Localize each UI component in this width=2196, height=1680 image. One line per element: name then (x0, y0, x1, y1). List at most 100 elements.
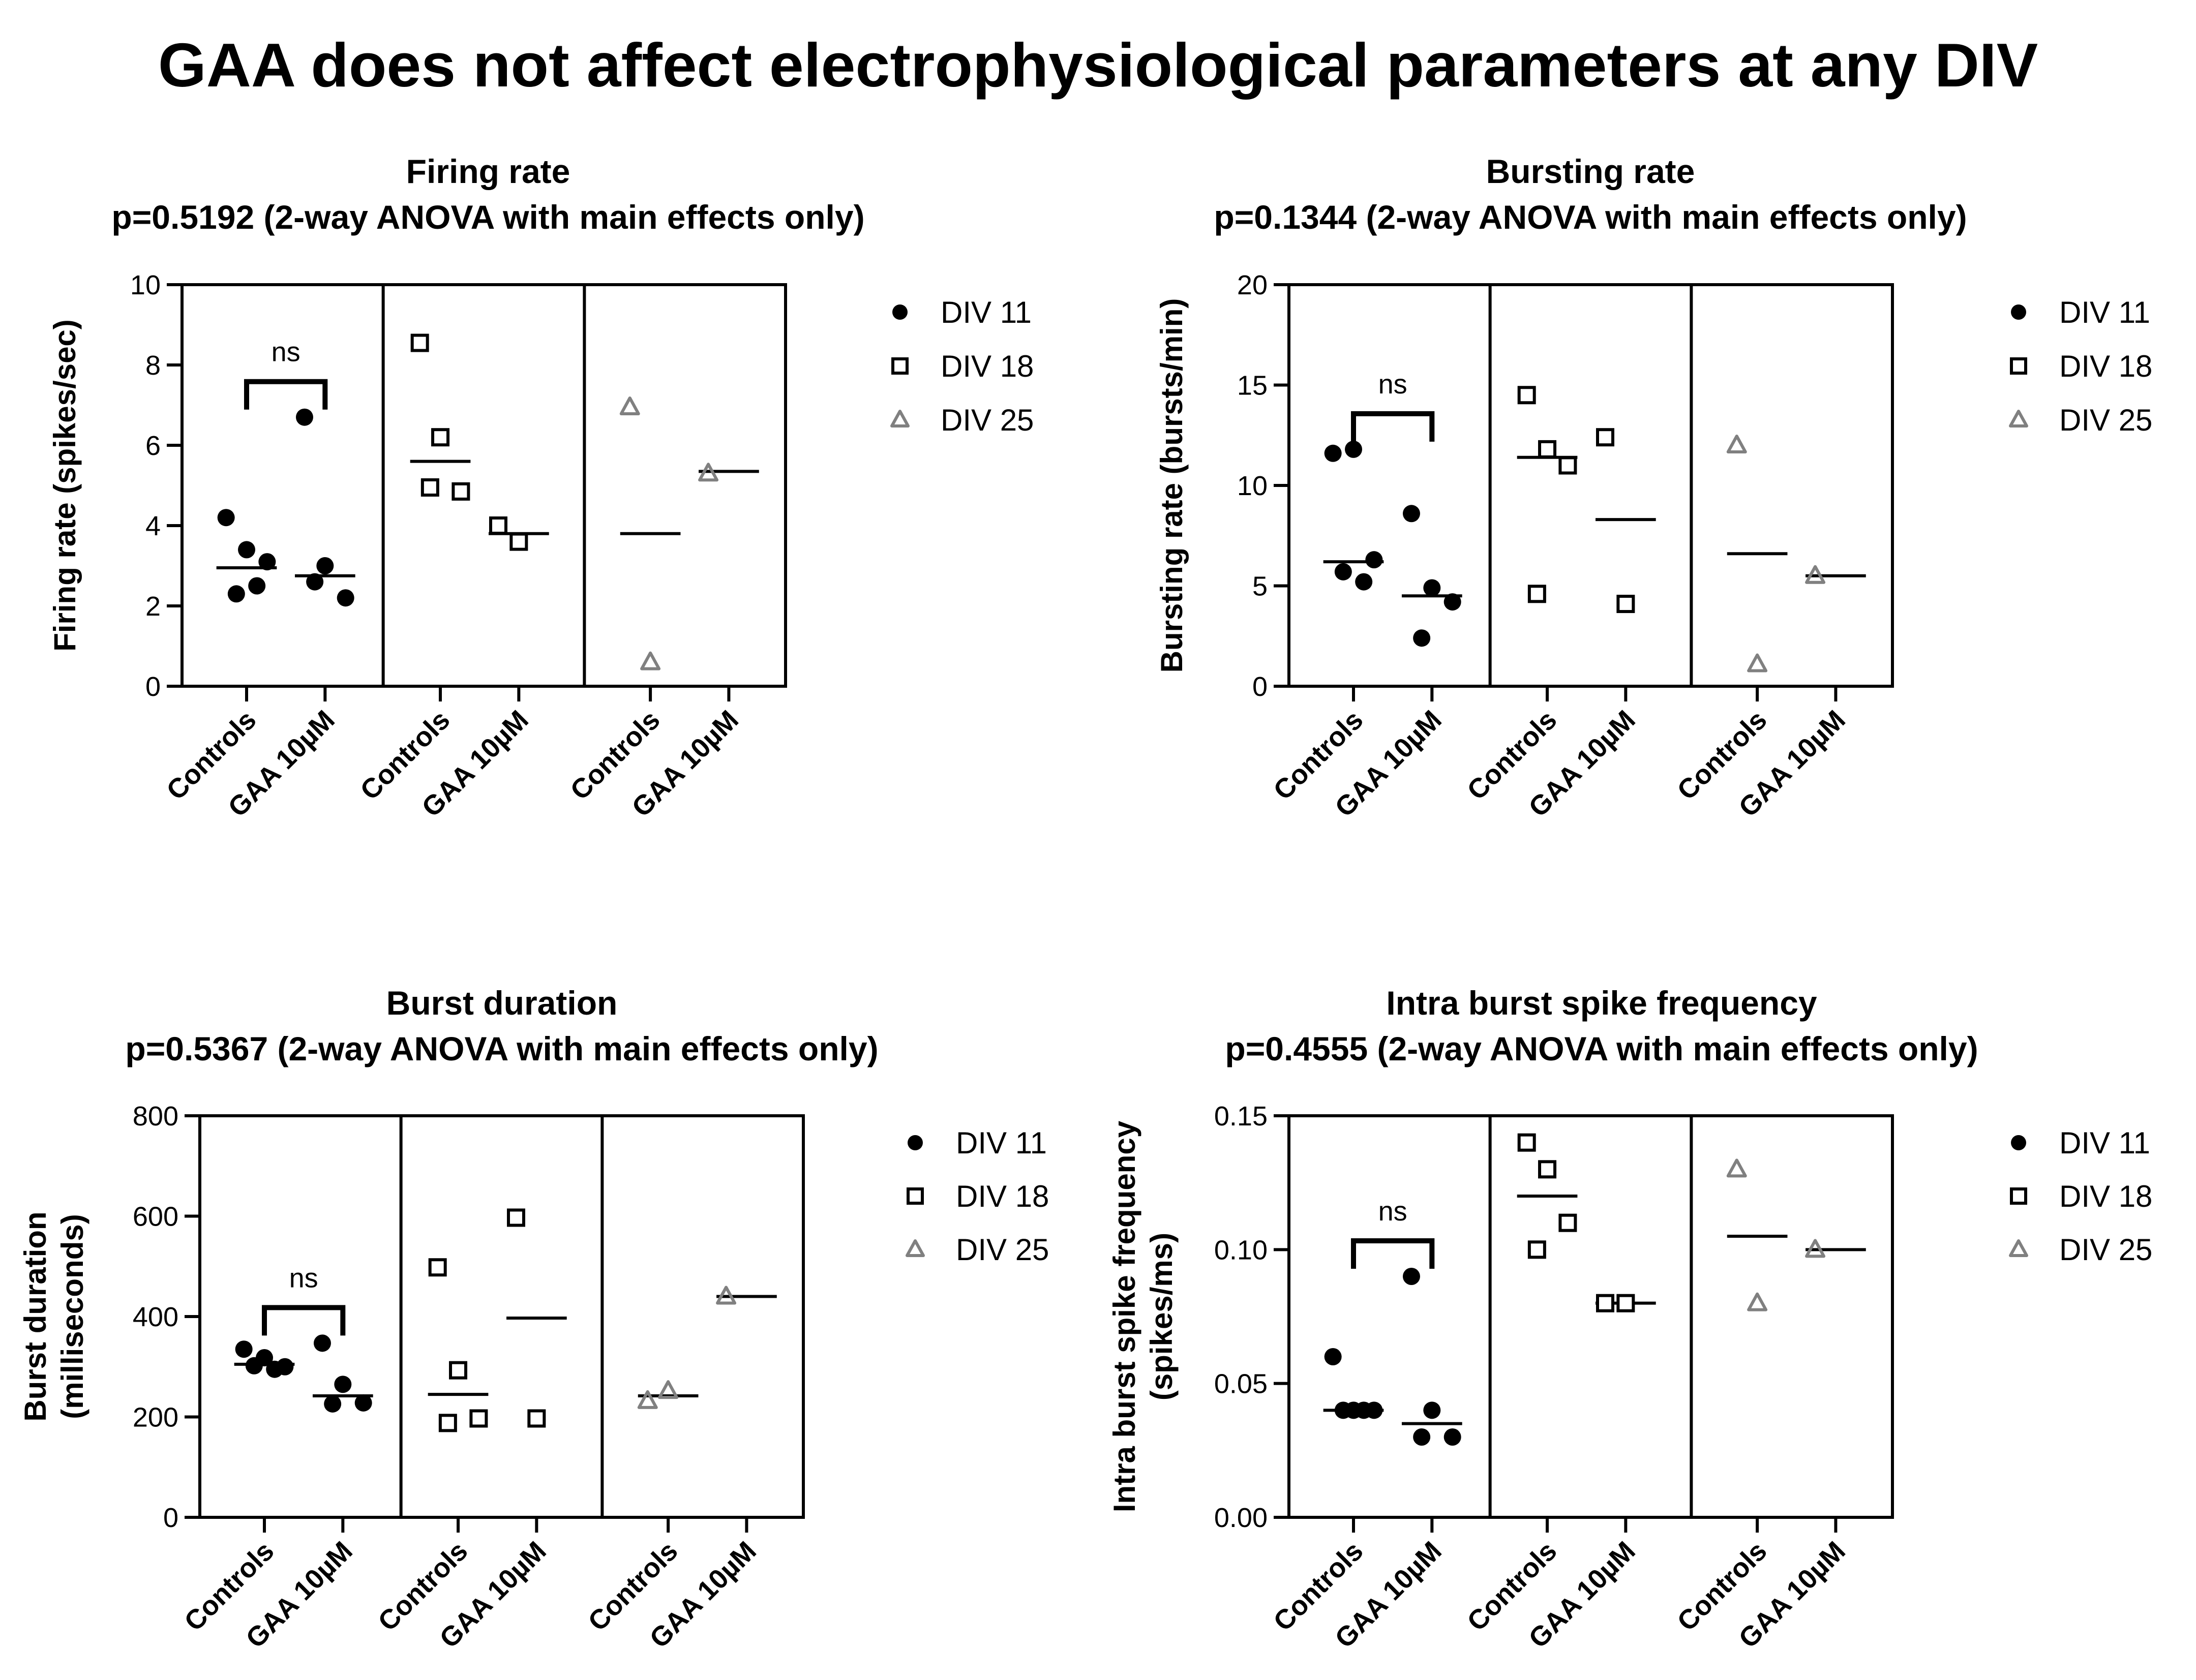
y-tick-label: 800 (133, 1101, 178, 1132)
plot-frame (198, 1114, 805, 1519)
significance-label: ns (1378, 1196, 1407, 1227)
legend-marker-div18 (2010, 1187, 2027, 1205)
significance-label: ns (1378, 369, 1407, 400)
data-point-div18 (509, 532, 528, 551)
data-point-div11 (1443, 1428, 1461, 1446)
significance-label: ns (272, 337, 300, 368)
data-point-div25 (640, 651, 661, 670)
legend-marker-div18 (891, 357, 909, 375)
y-tick-label: 15 (1237, 371, 1268, 401)
legend-label: DIV 18 (2059, 1179, 2152, 1213)
chart-title: Burst duration (386, 984, 618, 1022)
chart-subtitle: p=0.5192 (2-way ANOVA with main effects … (111, 198, 864, 236)
legend-label: DIV 11 (2059, 295, 2150, 329)
data-point-div11 (334, 1376, 352, 1393)
chart-subtitle: p=0.1344 (2-way ANOVA with main effects … (1214, 198, 1967, 236)
data-point-div25 (658, 1380, 679, 1399)
data-point-div18 (1517, 1133, 1536, 1152)
y-axis-label: Intra burst spike frequency (1107, 1120, 1141, 1512)
data-point-div25 (1726, 1158, 1747, 1178)
data-point-div25 (637, 1390, 658, 1409)
chart-subtitle: p=0.5367 (2-way ANOVA with main effects … (125, 1030, 878, 1067)
y-tick-label: 5 (1252, 571, 1268, 602)
plot-frame (181, 283, 787, 688)
chart-subtitle: p=0.4555 (2-way ANOVA with main effects … (1225, 1030, 1978, 1067)
chart-panel-4: Intra burst spike frequency p=0.4555 (2-w… (1107, 984, 2152, 1654)
data-point-div18 (469, 1409, 488, 1428)
data-point-div11 (1355, 573, 1373, 591)
legend-marker-div25 (890, 410, 910, 427)
data-point-div11 (1423, 1401, 1441, 1419)
chart-title: Firing rate (406, 152, 570, 190)
data-point-div11 (1402, 1268, 1420, 1285)
legend-label: DIV 25 (941, 403, 1034, 437)
data-point-div25 (619, 396, 640, 415)
y-tick-label: 0.00 (1214, 1503, 1268, 1533)
data-point-div18 (420, 478, 439, 497)
data-point-div18 (506, 1208, 525, 1227)
data-point-div18 (489, 516, 507, 535)
legend-marker-div25 (2009, 1239, 2028, 1257)
data-point-div11 (324, 1395, 342, 1413)
y-tick-label: 4 (145, 511, 161, 541)
data-point-div11 (248, 577, 266, 595)
data-point-div11 (1413, 1428, 1431, 1446)
significance-bracket (244, 379, 328, 410)
data-point-div11 (1334, 563, 1352, 581)
legend-marker-div25 (906, 1239, 925, 1257)
data-point-div18 (1527, 585, 1546, 603)
y-axis-label: Bursting rate (bursts/min) (1155, 298, 1189, 673)
data-point-div18 (452, 482, 470, 501)
y-tick-label: 2 (145, 591, 161, 622)
data-point-div18 (1538, 1160, 1557, 1179)
significance-bracket (262, 1305, 346, 1336)
data-point-div11 (306, 573, 324, 591)
data-point-div11 (1423, 579, 1441, 597)
data-point-div11 (235, 1340, 253, 1358)
chart-title: Bursting rate (1486, 152, 1695, 190)
data-point-div11 (354, 1394, 372, 1412)
significance-bracket (1351, 411, 1435, 442)
data-point-div25 (716, 1286, 737, 1305)
y-axis-label: Firing rate (spikes/sec) (48, 319, 82, 652)
data-point-div11 (1443, 593, 1461, 611)
legend-label: DIV 18 (941, 349, 1034, 383)
data-point-div11 (266, 1360, 284, 1378)
legend-marker-div18 (2010, 357, 2027, 375)
chart-panel-1: Firing rate p=0.5192 (2-way ANOVA with ma… (48, 152, 1034, 823)
data-point-div18 (1616, 595, 1635, 614)
data-point-div18 (438, 1414, 457, 1432)
data-point-div11 (1355, 1401, 1373, 1419)
data-point-div11 (258, 553, 276, 571)
data-point-div18 (449, 1361, 468, 1380)
legend-marker-div11 (2011, 304, 2026, 320)
significance-bracket (1351, 1238, 1435, 1269)
data-point-div11 (1413, 629, 1431, 647)
data-point-div11 (295, 408, 313, 426)
legend-marker-div11 (2011, 1135, 2026, 1150)
legend-marker-div18 (907, 1187, 924, 1205)
data-point-div18 (1558, 456, 1577, 475)
y-tick-label: 600 (133, 1202, 178, 1232)
y-tick-label: 400 (133, 1302, 178, 1332)
legend-label: DIV 18 (2059, 349, 2152, 383)
data-point-div18 (1527, 1240, 1546, 1259)
y-tick-label: 8 (145, 350, 161, 381)
data-point-div25 (1747, 1292, 1768, 1311)
data-point-div11 (1324, 444, 1342, 462)
y-tick-label: 0 (163, 1503, 178, 1533)
data-point-div11 (1402, 505, 1420, 523)
legend-label: DIV 25 (2059, 403, 2152, 437)
y-tick-label: 20 (1237, 270, 1268, 300)
data-point-div25 (1805, 565, 1826, 584)
legend-label: DIV 18 (956, 1179, 1049, 1213)
legend-label: DIV 25 (2059, 1233, 2152, 1267)
legend-marker-div11 (892, 304, 908, 320)
y-axis-label-units: (spikes/ms) (1145, 1233, 1179, 1400)
data-point-div11 (217, 509, 235, 527)
y-tick-label: 6 (145, 431, 161, 461)
legend-marker-div25 (2009, 410, 2028, 427)
data-point-div18 (1616, 1294, 1635, 1312)
y-tick-label: 200 (133, 1402, 178, 1433)
